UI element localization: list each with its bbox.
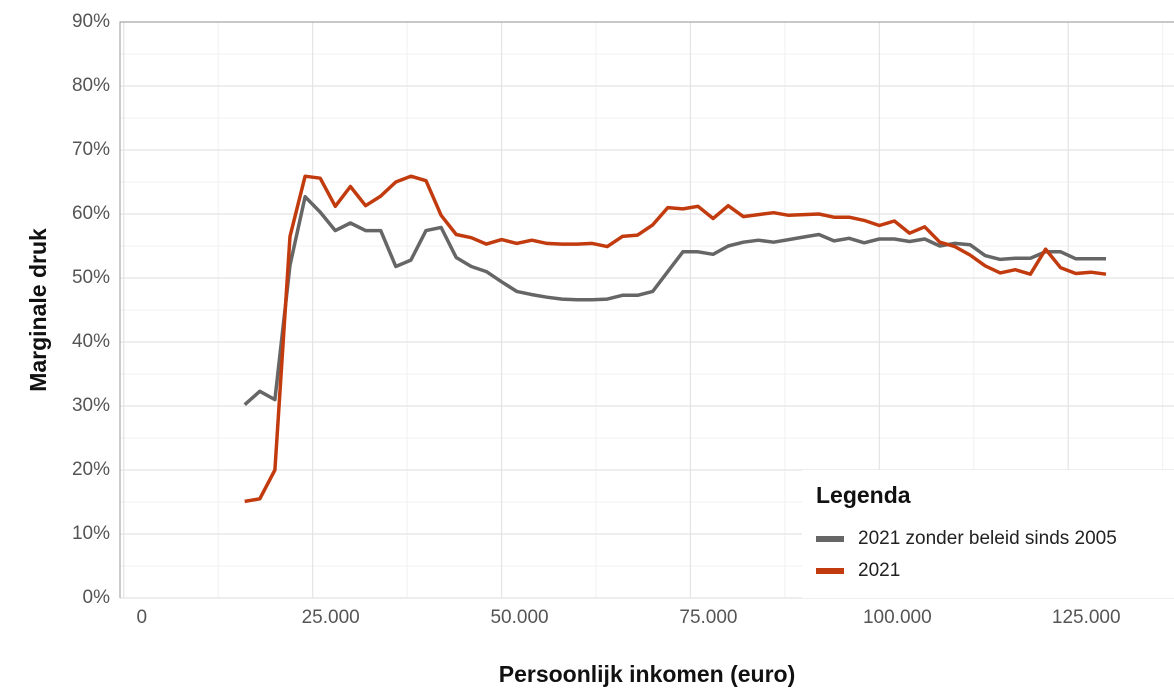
y-tick-label: 40% <box>72 331 110 352</box>
line-series <box>243 194 1106 407</box>
y-tick-label: 70% <box>72 139 110 160</box>
y-axis-title: Marginale druk <box>25 228 51 392</box>
x-tick-label: 50.000 <box>490 607 548 628</box>
x-tick-label: 100.000 <box>863 607 932 628</box>
x-tick-label: 75.000 <box>679 607 737 628</box>
x-tick-label: 0 <box>136 607 147 628</box>
x-axis-title: Persoonlijk inkomen (euro) <box>499 661 796 687</box>
legend-box <box>802 470 1174 598</box>
y-tick-label: 0% <box>83 587 111 608</box>
x-tick-label: 25.000 <box>302 607 360 628</box>
y-tick-label: 20% <box>72 459 110 480</box>
y-tick-label: 30% <box>72 395 110 416</box>
y-tick-label: 50% <box>72 267 110 288</box>
y-tick-label: 80% <box>72 75 110 96</box>
line-series <box>244 174 1107 504</box>
legend-label: 2021 <box>858 560 900 581</box>
legend-title: Legenda <box>816 482 911 508</box>
y-tick-label: 90% <box>72 11 110 32</box>
y-tick-label: 10% <box>72 523 110 544</box>
y-tick-label: 60% <box>72 203 110 224</box>
panel-border <box>119 21 1174 598</box>
legend-label: 2021 zonder beleid sinds 2005 <box>858 528 1117 549</box>
x-tick-label: 125.000 <box>1052 607 1121 628</box>
